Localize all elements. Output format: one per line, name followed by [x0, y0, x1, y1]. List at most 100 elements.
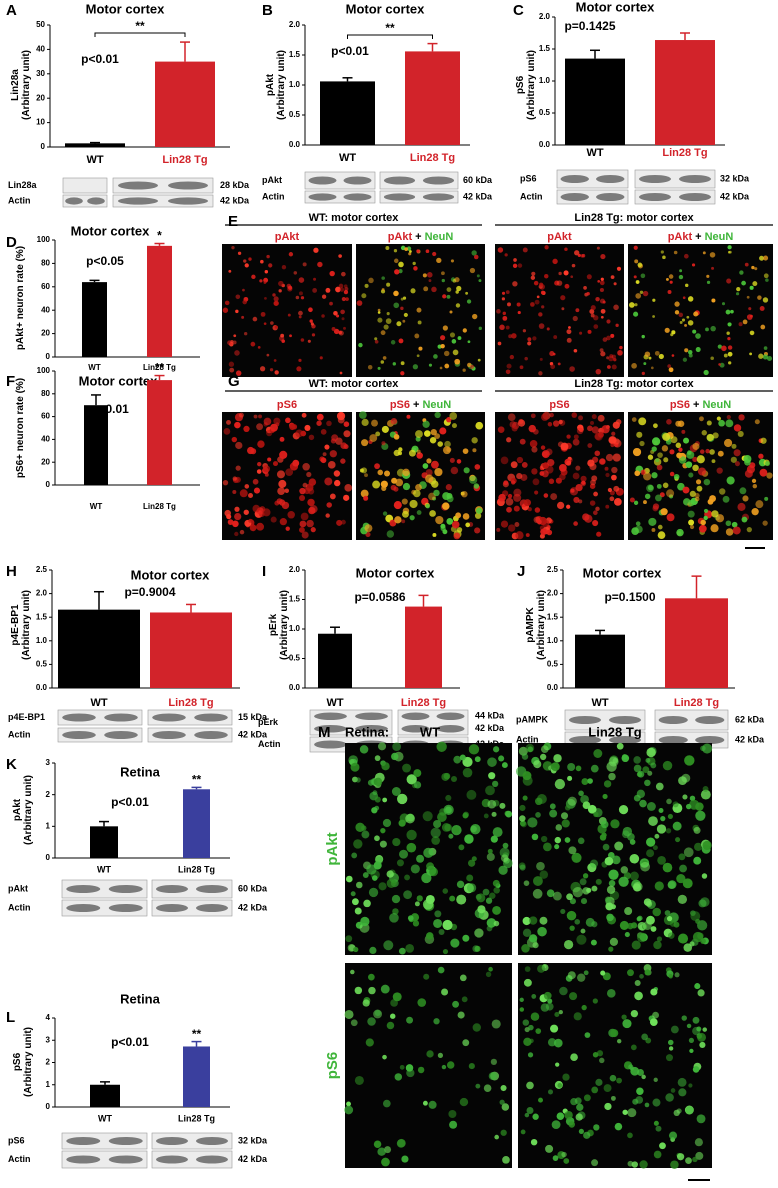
p-value: p=0.0586 — [354, 590, 405, 604]
cell — [256, 522, 265, 531]
cell — [596, 1050, 604, 1057]
cell — [416, 510, 422, 515]
cell — [656, 483, 662, 489]
cell — [446, 492, 453, 499]
cell — [678, 853, 686, 861]
cell — [239, 529, 245, 535]
cell — [465, 522, 471, 528]
cell — [676, 1108, 682, 1114]
x-tick-label: Lin28 Tg — [178, 864, 215, 874]
cell — [226, 514, 232, 520]
cell — [428, 363, 433, 367]
cell — [692, 442, 700, 450]
cell — [635, 521, 641, 526]
y-axis-label-line: (Arbitrary unit) — [276, 50, 287, 120]
cell — [698, 899, 707, 908]
cell — [369, 946, 377, 955]
blot-band — [560, 175, 589, 183]
panel-letter: M — [318, 724, 331, 741]
cell — [248, 493, 254, 499]
cell — [441, 988, 449, 996]
y-tick-label: 1.5 — [289, 50, 301, 59]
cell — [425, 469, 433, 477]
cell — [638, 417, 647, 426]
cell — [633, 764, 642, 773]
cell — [642, 290, 649, 297]
cell — [490, 835, 498, 843]
cell — [397, 793, 408, 805]
error-bar — [427, 42, 438, 52]
cell — [647, 770, 653, 776]
cell — [344, 1009, 354, 1019]
cell — [454, 358, 461, 365]
cell — [354, 907, 362, 915]
cell — [641, 371, 645, 376]
cell — [629, 871, 639, 881]
cell — [270, 516, 277, 523]
cell — [522, 916, 531, 926]
cell — [355, 822, 365, 832]
cell — [452, 1000, 460, 1008]
blot-band — [422, 176, 455, 185]
y-tick-label: 0.0 — [539, 140, 551, 149]
cell — [320, 429, 327, 435]
cell — [593, 510, 598, 516]
cell — [380, 330, 386, 336]
cell — [491, 780, 499, 788]
cell — [752, 281, 758, 287]
error-bar — [154, 374, 165, 381]
cell — [396, 321, 402, 327]
cell — [614, 841, 624, 851]
y-tick-label: 20 — [41, 329, 50, 338]
cell — [701, 430, 707, 436]
cell — [338, 254, 342, 258]
cell — [681, 318, 686, 322]
cell — [502, 315, 508, 321]
cell — [437, 1052, 444, 1058]
cell — [227, 519, 234, 525]
cell — [452, 279, 457, 283]
cell — [278, 289, 282, 293]
cell — [677, 1077, 687, 1087]
cell — [606, 365, 611, 369]
y-axis-label-line: pAkt — [265, 73, 276, 96]
cell — [456, 894, 467, 905]
cell — [451, 423, 457, 429]
cell — [501, 1103, 510, 1111]
cell — [309, 319, 313, 323]
cell — [604, 1102, 612, 1111]
cell — [408, 449, 416, 457]
cell — [631, 417, 637, 422]
cell — [646, 747, 656, 758]
cell — [530, 275, 536, 280]
cell — [466, 299, 472, 304]
cell — [758, 353, 764, 359]
channel-label-part: NeuN — [702, 399, 731, 411]
cell — [572, 438, 580, 446]
blot-band — [308, 176, 337, 185]
significance: ** — [385, 21, 395, 35]
cell — [288, 252, 294, 257]
cell — [408, 252, 412, 256]
cell — [550, 364, 556, 370]
cell — [326, 502, 332, 508]
cell — [363, 495, 369, 501]
cell — [398, 338, 404, 344]
cell — [526, 1106, 534, 1114]
cell — [749, 330, 755, 336]
panel-letter: G — [228, 373, 240, 390]
cell — [593, 1124, 600, 1131]
cell — [344, 484, 353, 492]
cell — [590, 420, 595, 425]
cell — [444, 823, 452, 832]
cell — [445, 484, 452, 491]
y-tick-label: 2 — [46, 790, 51, 799]
cell — [502, 1156, 510, 1164]
cell — [566, 434, 571, 439]
channel-label-part: pAkt — [388, 231, 413, 243]
group-title: WT: motor cortex — [309, 378, 400, 390]
cell — [524, 356, 528, 361]
cell — [251, 274, 256, 280]
cell — [306, 471, 312, 478]
cell — [230, 339, 234, 344]
